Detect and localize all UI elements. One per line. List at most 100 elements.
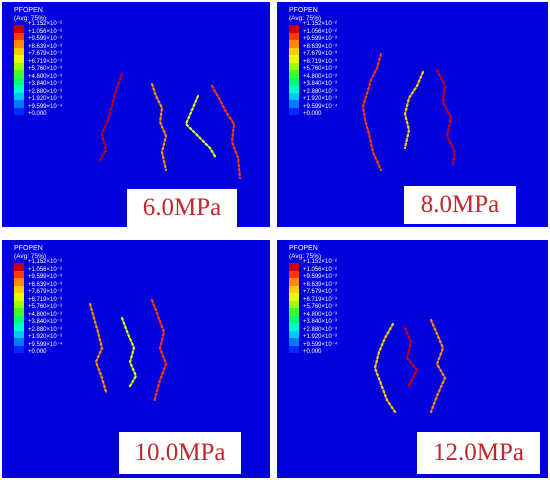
legend-title: PFOPEN xyxy=(289,7,318,14)
fracture-paths xyxy=(361,52,457,172)
contour-panel-12mpa: PFOPEN (Avg: 75%) +1.152×10⁻² +1.056×10⁻²… xyxy=(277,240,548,478)
legend-swatch xyxy=(289,293,299,301)
legend-value-label: +7.679×10⁻³ xyxy=(303,51,337,57)
legend-swatch xyxy=(14,345,24,353)
legend-value-label: +9.599×10⁻³ xyxy=(28,274,62,280)
legend-value-label: +2.880×10⁻³ xyxy=(28,88,62,95)
legend-average: (Avg: 75%) xyxy=(289,253,322,260)
legend-swatch xyxy=(289,338,299,346)
contour-panel-10mpa: PFOPEN (Avg: 75%) +1.152×10⁻² +1.056×10⁻²… xyxy=(2,240,270,478)
fracture-paths xyxy=(98,72,242,180)
fracture-path xyxy=(403,326,419,388)
legend-swatch xyxy=(14,55,24,63)
legend-value-label: +9.599×10⁻⁴ xyxy=(303,103,338,110)
legend-swatch xyxy=(289,47,299,55)
legend-average: (Avg: 75%) xyxy=(14,15,47,22)
fracture-path xyxy=(361,52,383,172)
legend-value-label: +3.840×10⁻³ xyxy=(303,81,337,87)
legend-value-label: +1.920×10⁻³ xyxy=(303,96,337,102)
legend-swatch xyxy=(14,77,24,85)
legend-swatch xyxy=(14,70,24,78)
legend-swatch xyxy=(14,308,24,316)
legend-value-label: +7.679×10⁻³ xyxy=(28,289,62,295)
legend-value-label: +2.880×10⁻³ xyxy=(303,88,337,95)
legend-swatch xyxy=(14,338,24,346)
legend-value-label: +4.800×10⁻³ xyxy=(28,311,62,318)
legend-swatch xyxy=(289,70,299,78)
fracture-path xyxy=(429,318,447,414)
legend-value-label: +5.760×10⁻³ xyxy=(303,304,337,310)
fracture-paths xyxy=(88,298,168,404)
legend-swatch xyxy=(14,40,24,48)
legend-swatch xyxy=(14,100,24,108)
legend-swatch xyxy=(14,25,24,33)
pressure-label: 12.0MPa xyxy=(417,432,540,474)
legend-swatch xyxy=(14,85,24,93)
legend-value-label: +3.840×10⁻³ xyxy=(28,81,62,87)
fracture-path xyxy=(403,70,425,150)
legend-value-label: +1.920×10⁻³ xyxy=(28,96,62,102)
legend-swatch xyxy=(14,300,24,308)
legend-value-label: +8.639×10⁻³ xyxy=(28,43,62,50)
fracture-path xyxy=(120,316,138,388)
fracture-paths xyxy=(373,318,447,414)
legend-swatch xyxy=(289,107,299,115)
legend-value-label: +7.679×10⁻³ xyxy=(303,289,337,295)
legend-value-label: +2.880×10⁻³ xyxy=(303,326,337,333)
legend-value-label: +8.639×10⁻³ xyxy=(303,281,337,288)
legend-value-label: +6.719×10⁻³ xyxy=(303,58,337,65)
legend-value-label: +8.639×10⁻³ xyxy=(303,43,337,50)
legend-swatch xyxy=(14,315,24,323)
legend-color-bar xyxy=(14,263,24,353)
legend-value-label: +1.152×10⁻² xyxy=(303,21,337,27)
legend-values: +1.152×10⁻² +1.056×10⁻² +9.599×10⁻³ +8.639×… xyxy=(303,259,337,357)
fracture-path xyxy=(435,68,457,166)
legend-value-label: +3.840×10⁻³ xyxy=(28,319,62,325)
legend-value-label: +8.639×10⁻³ xyxy=(28,281,62,288)
legend-swatch xyxy=(289,32,299,40)
legend-values: +1.152×10⁻² +1.056×10⁻² +9.599×10⁻³ +8.639×… xyxy=(28,21,62,119)
legend-value-label: +4.800×10⁻³ xyxy=(303,73,337,80)
legend-swatch xyxy=(289,85,299,93)
legend-value-label: +1.920×10⁻³ xyxy=(303,334,337,340)
legend-value-label: +0.000 xyxy=(303,111,322,117)
legend-value-label: +9.599×10⁻⁴ xyxy=(303,341,338,348)
contour-panel-6mpa: PFOPEN (Avg: 75%) +1.152×10⁻² +1.056×10⁻²… xyxy=(2,2,270,227)
legend-value-label: +1.056×10⁻² xyxy=(28,266,62,273)
legend-swatch xyxy=(289,62,299,70)
legend-swatch xyxy=(289,300,299,308)
legend-swatch xyxy=(289,308,299,316)
pressure-label: 6.0MPa xyxy=(127,189,237,227)
legend-swatch xyxy=(289,315,299,323)
fracture-path xyxy=(98,72,124,162)
legend-swatch xyxy=(289,285,299,293)
pressure-label: 8.0MPa xyxy=(404,186,516,224)
contour-panel-8mpa: PFOPEN (Avg: 75%) +1.152×10⁻² +1.056×10⁻²… xyxy=(277,2,548,227)
fracture-path xyxy=(373,322,397,414)
legend-value-label: +6.719×10⁻³ xyxy=(28,58,62,65)
legend-swatch xyxy=(289,345,299,353)
pressure-label: 10.0MPa xyxy=(119,432,241,474)
legend-swatch xyxy=(14,92,24,100)
legend-value-label: +0.000 xyxy=(28,111,47,117)
legend-swatch xyxy=(289,323,299,331)
legend-swatch xyxy=(289,25,299,33)
legend-average: (Avg: 75%) xyxy=(289,15,322,22)
legend-swatch xyxy=(289,55,299,63)
legend-value-label: +5.760×10⁻³ xyxy=(28,304,62,310)
legend-swatch xyxy=(289,263,299,271)
legend-color-bar xyxy=(14,25,24,115)
legend-value-label: +2.880×10⁻³ xyxy=(28,326,62,333)
legend-value-label: +9.599×10⁻³ xyxy=(303,274,337,280)
legend-swatch xyxy=(14,107,24,115)
legend-swatch xyxy=(289,40,299,48)
legend-value-label: +9.599×10⁻⁴ xyxy=(28,103,63,110)
legend-value-label: +1.152×10⁻² xyxy=(28,21,62,27)
legend-swatch xyxy=(14,278,24,286)
legend-value-label: +1.152×10⁻² xyxy=(303,259,337,265)
legend-title: PFOPEN xyxy=(14,245,43,252)
fracture-path xyxy=(210,84,242,180)
legend-swatch xyxy=(14,270,24,278)
fracture-path xyxy=(150,298,168,404)
legend-values: +1.152×10⁻² +1.056×10⁻² +9.599×10⁻³ +8.639×… xyxy=(303,21,337,119)
